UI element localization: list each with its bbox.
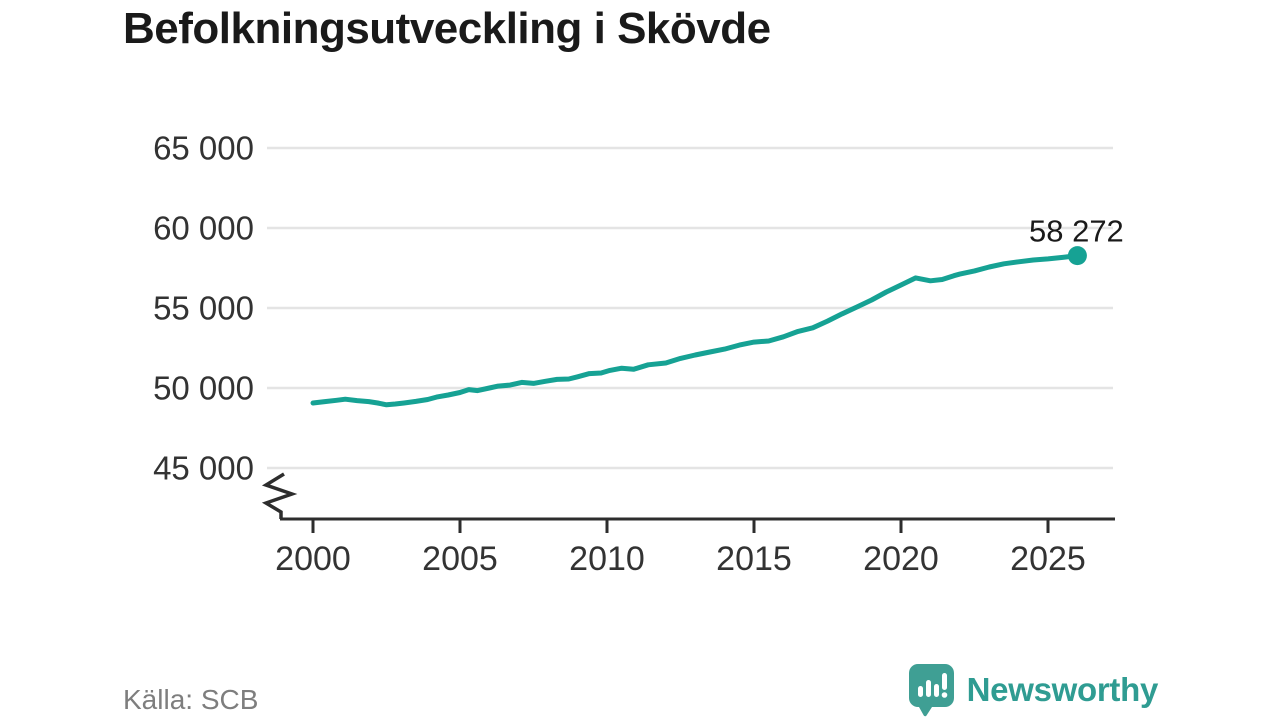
end-point-dot	[1067, 246, 1087, 266]
y-axis-tick-label: 60 000	[153, 210, 254, 247]
newsworthy-wordmark: Newsworthy	[966, 671, 1159, 708]
x-axis-tick-label: 2020	[863, 540, 939, 578]
y-axis-tick-label: 55 000	[153, 290, 254, 327]
source-note: Källa: SCB	[123, 684, 259, 715]
newsworthy-logo: Newsworthy	[908, 663, 1158, 717]
x-axis-tick-label: 2015	[716, 540, 792, 578]
end-value-label: 58 272	[1029, 214, 1124, 249]
x-axis-tick-label: 2005	[422, 540, 498, 578]
newsworthy-speech-bubble-chart-icon	[908, 663, 955, 717]
y-axis-tick-label: 50 000	[153, 370, 254, 407]
y-axis-tick-label: 45 000	[153, 450, 254, 487]
x-axis-tick-label: 2010	[569, 540, 645, 578]
population-line	[310, 253, 1080, 408]
x-axis-tick-label: 2000	[275, 540, 351, 578]
x-axis-tick-label: 2025	[1010, 540, 1086, 578]
y-axis-break-zigzag	[261, 472, 298, 519]
chart-title: Befolkningsutveckling i Skövde	[123, 4, 771, 53]
y-axis-tick-label: 65 000	[153, 130, 254, 167]
